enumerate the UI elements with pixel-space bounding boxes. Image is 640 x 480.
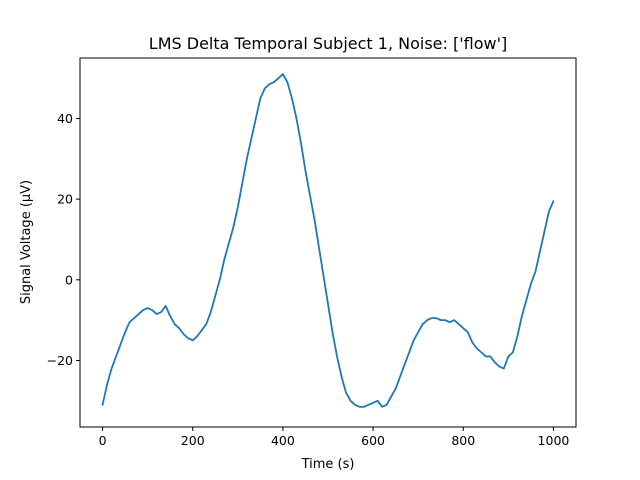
y-tick-label: 0	[65, 272, 73, 287]
x-tick-label: 400	[271, 433, 295, 448]
x-tick-label: 200	[181, 433, 205, 448]
y-tick-label: −20	[47, 353, 73, 368]
y-tick-label: 40	[57, 111, 73, 126]
x-axis-label: Time (s)	[301, 457, 355, 472]
x-tick-label: 0	[99, 433, 107, 448]
series-line-0	[101, 73, 555, 408]
axes-frame	[79, 57, 577, 428]
y-axis-label: Signal Voltage (μV)	[19, 180, 34, 304]
chart-title: LMS Delta Temporal Subject 1, Noise: ['f…	[149, 34, 507, 53]
x-tick-label: 800	[451, 433, 475, 448]
x-tick-label: 1000	[538, 433, 570, 448]
plot-area: 0 200 400 600 800 1000 −20 0 20 40	[47, 57, 577, 448]
y-tick-label: 20	[57, 192, 73, 207]
x-tick-label: 600	[361, 433, 385, 448]
